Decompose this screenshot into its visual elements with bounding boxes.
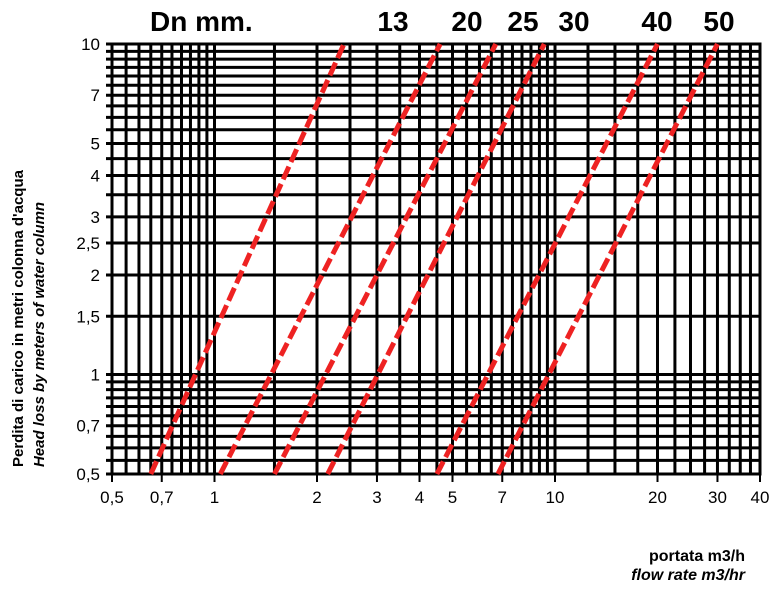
x-tick-label: 30 xyxy=(708,488,727,507)
y-tick-label: 7 xyxy=(91,86,100,105)
x-tick-labels: 0,5 0,7 1 2 3 4 5 7 10 20 30 40 xyxy=(100,474,769,507)
diameter-label: 50 xyxy=(703,6,734,37)
y-tick-label: 3 xyxy=(91,208,100,227)
x-axis-label: portata m3/h xyxy=(648,548,745,565)
series-line xyxy=(325,42,547,476)
x-axis-label-en: flow rate m3/hr xyxy=(631,567,745,584)
y-tick-label: 0,5 xyxy=(76,465,100,484)
chart-grid xyxy=(106,42,762,476)
y-tick-label: 0,7 xyxy=(76,417,100,436)
y-tick-label: 2 xyxy=(91,266,100,285)
series-line xyxy=(218,42,443,476)
diameter-labels: 13 20 25 30 40 50 xyxy=(377,6,734,37)
diameter-label: 13 xyxy=(377,6,408,37)
x-tick-label: 5 xyxy=(448,488,457,507)
chart-title: Dn mm. xyxy=(150,6,253,37)
y-tick-label: 10 xyxy=(81,35,100,54)
y-tick-label: 2,5 xyxy=(76,234,100,253)
x-tick-label: 10 xyxy=(546,488,565,507)
y-tick-labels: 0,5 0,7 1 1,5 2 2,5 3 4 5 7 10 xyxy=(76,35,100,484)
diameter-label: 40 xyxy=(641,6,672,37)
y-tick-label: 1,5 xyxy=(76,307,100,326)
series-line xyxy=(434,42,660,476)
y-axis-label: Perdita di carico in metri colonna d'acq… xyxy=(10,169,27,467)
x-tick-label: 7 xyxy=(498,488,507,507)
series-line xyxy=(495,42,720,476)
x-tick-label: 0,5 xyxy=(100,488,124,507)
x-tick-label: 1 xyxy=(210,488,219,507)
x-tick-label: 20 xyxy=(648,488,667,507)
chart-series-lines xyxy=(148,42,720,476)
y-axis-label-en: Head loss by meters of water column xyxy=(31,202,48,467)
x-tick-label: 3 xyxy=(372,488,381,507)
y-tick-label: 5 xyxy=(91,134,100,153)
series-line xyxy=(148,42,347,476)
diameter-label: 25 xyxy=(507,6,538,37)
x-tick-label: 0,7 xyxy=(150,488,174,507)
diameter-label: 20 xyxy=(451,6,482,37)
series-line xyxy=(272,42,499,476)
diameter-label: 30 xyxy=(558,6,589,37)
x-tick-label: 40 xyxy=(751,488,770,507)
y-tick-label: 4 xyxy=(91,167,100,186)
x-tick-label: 2 xyxy=(312,488,321,507)
x-tick-label: 4 xyxy=(415,488,424,507)
y-tick-label: 1 xyxy=(91,366,100,385)
plot-frame xyxy=(110,42,762,476)
